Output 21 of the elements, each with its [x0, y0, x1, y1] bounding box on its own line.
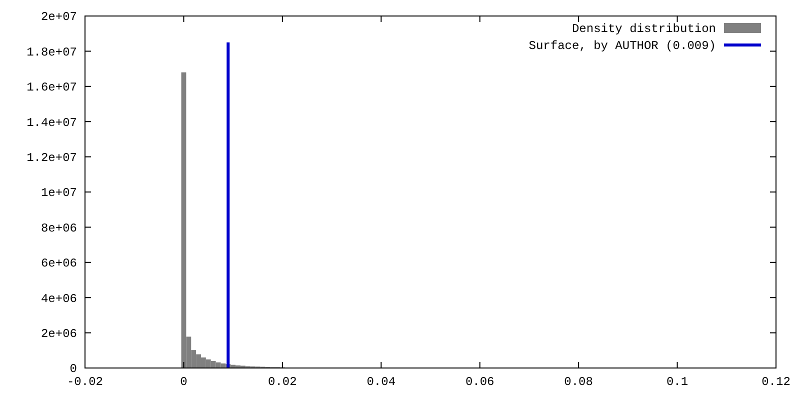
y-tick-label: 1.4e+07 [26, 116, 77, 130]
y-tick-label: 0 [70, 362, 77, 376]
legend-label: Surface, by AUTHOR (0.009) [528, 39, 716, 54]
y-tick-label: 8e+06 [40, 221, 77, 236]
y-tick-label: 2e+06 [40, 327, 77, 341]
y-tick-label: 1.6e+07 [26, 80, 77, 95]
y-tick-label: 1e+07 [40, 186, 77, 200]
x-tick-label: 0.02 [268, 375, 297, 389]
x-tick-label: -0.02 [66, 375, 104, 389]
y-tick-label: 1.8e+07 [26, 45, 77, 60]
x-tick-label: 0 [180, 375, 188, 389]
x-tick-label: 0.06 [465, 375, 494, 389]
y-tick-label: 2e+07 [40, 10, 77, 24]
y-tick-label: 4e+06 [40, 292, 77, 306]
y-tick-label: 1.2e+07 [26, 151, 77, 165]
y-tick-label: 6e+06 [40, 256, 77, 271]
x-tick-label: 0.12 [762, 375, 790, 389]
x-tick-label: 0.04 [366, 375, 396, 389]
x-tick-label: 0.08 [564, 375, 593, 389]
legend-label: Density distribution [572, 22, 716, 36]
x-tick-label: 0.1 [666, 375, 688, 389]
